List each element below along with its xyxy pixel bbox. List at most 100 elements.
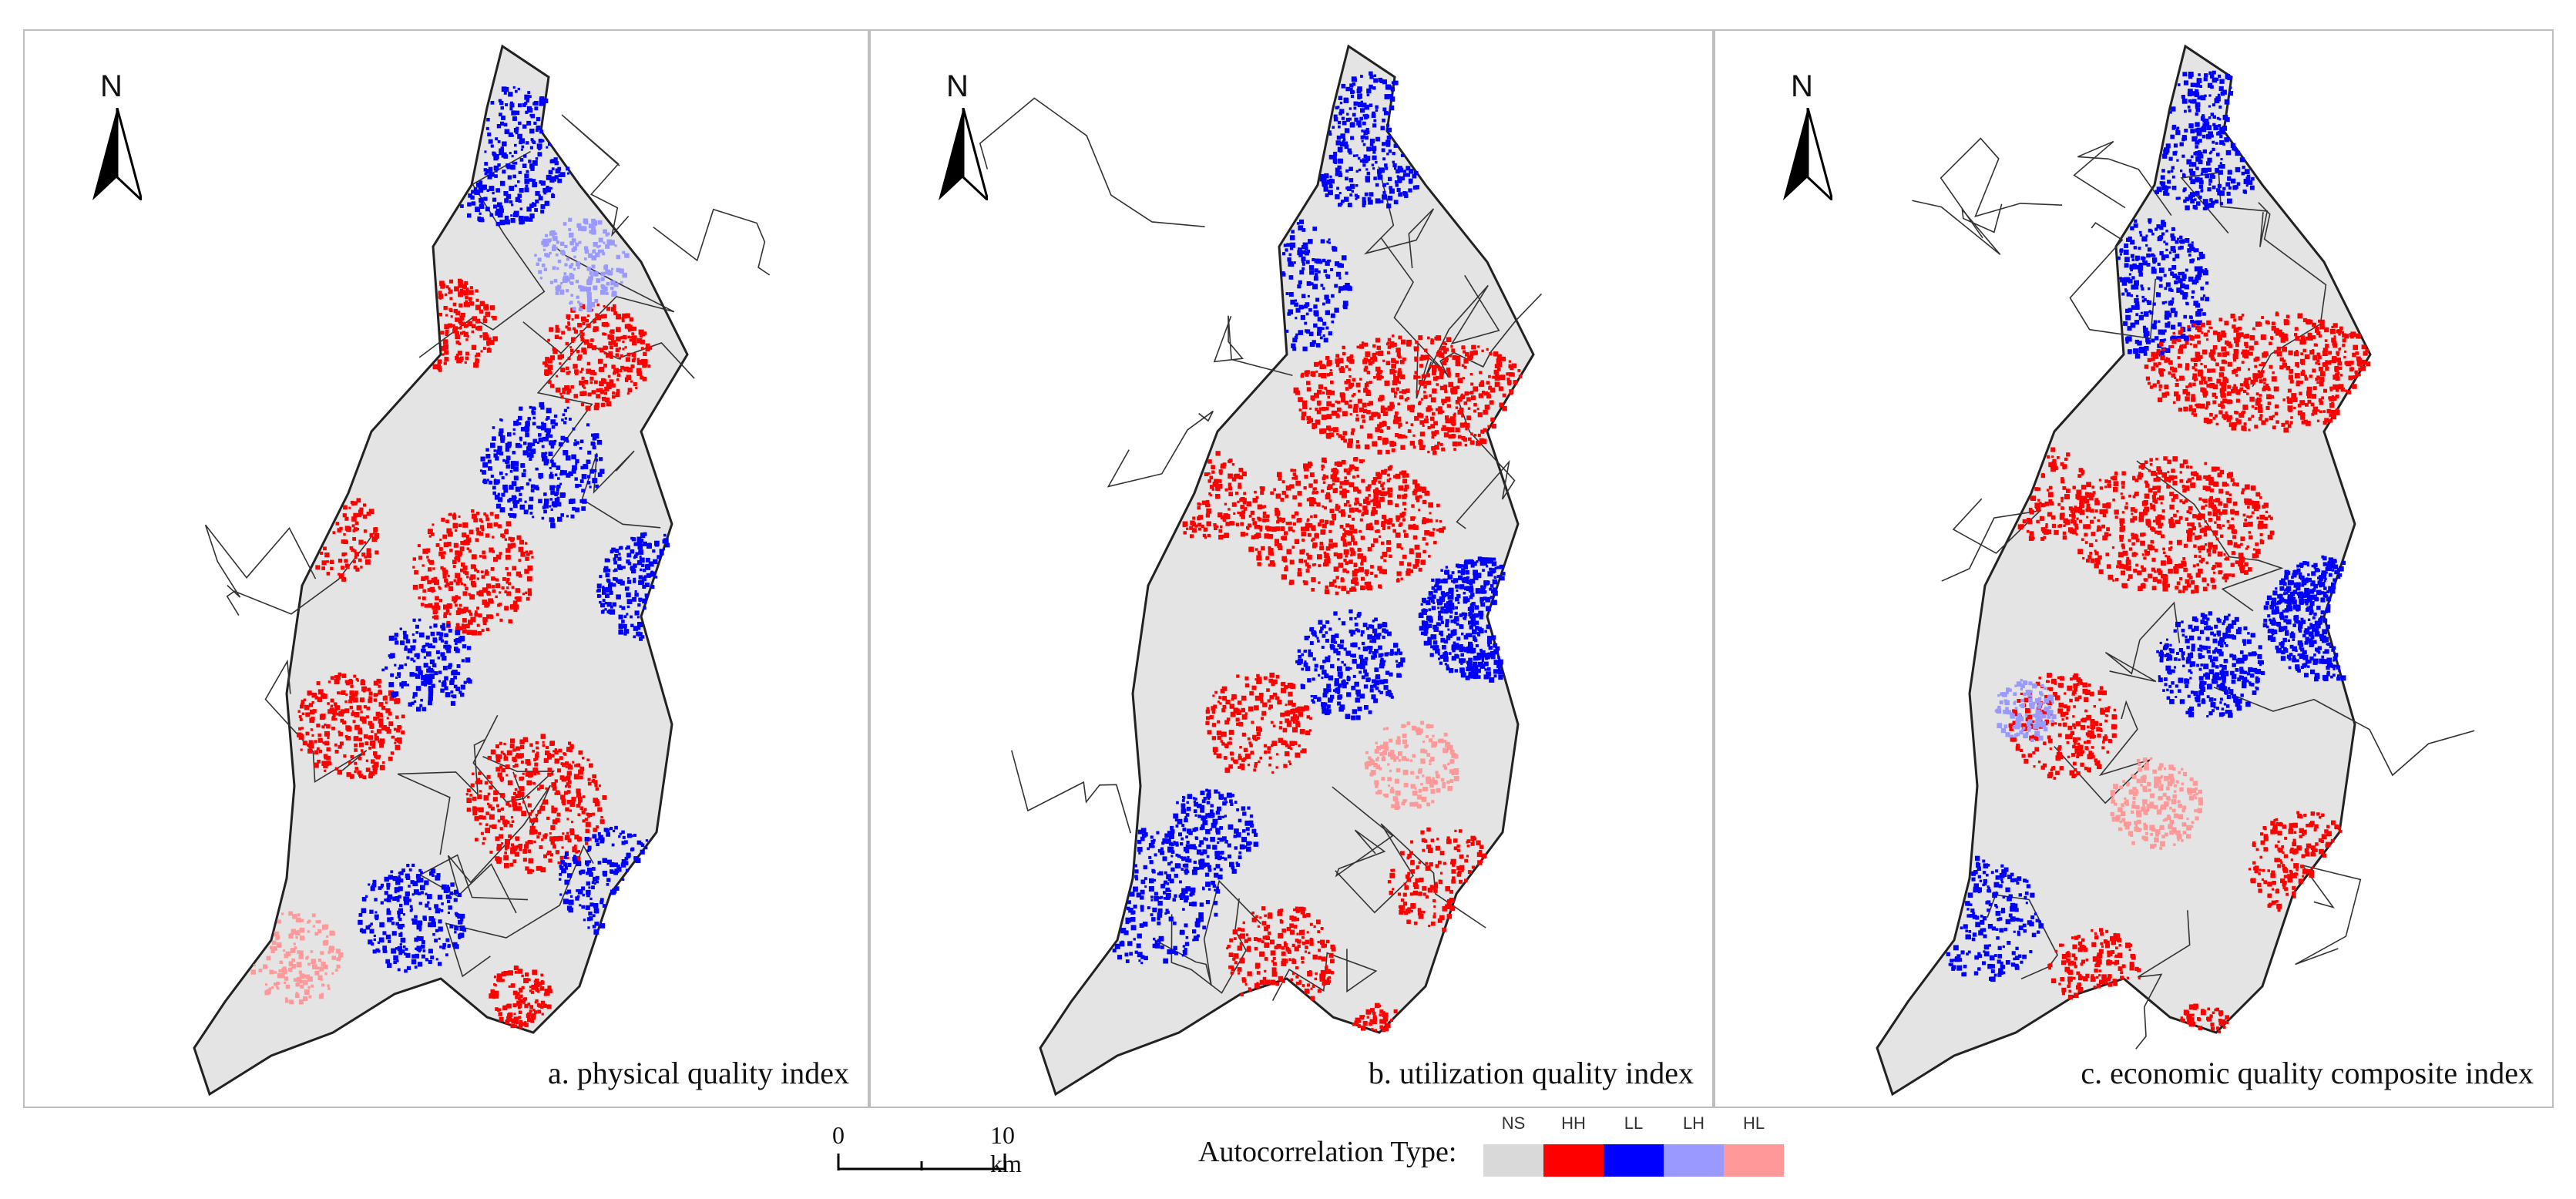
cluster-cell: [1382, 470, 1387, 475]
cluster-cell: [473, 518, 478, 522]
cluster-cell: [638, 329, 644, 335]
cluster-cell: [495, 221, 500, 227]
cluster-cell: [499, 793, 505, 798]
cluster-cell: [495, 170, 498, 173]
cluster-cell: [636, 358, 640, 361]
cluster-cell: [560, 469, 564, 474]
cluster-cell: [1354, 502, 1358, 505]
county-boundary: [653, 208, 771, 276]
cluster-cell: [371, 536, 378, 542]
cluster-cell: [428, 922, 433, 928]
cluster-cell: [505, 455, 511, 460]
cluster-cell: [514, 851, 520, 857]
cluster-cell: [532, 442, 536, 446]
cluster-cell: [494, 154, 499, 160]
cluster-cell: [1400, 445, 1406, 450]
cluster-cell: [1383, 519, 1389, 524]
cluster-cell: [593, 929, 599, 935]
cluster-cell: [538, 1004, 542, 1008]
cluster-cell: [489, 850, 493, 854]
cluster-cell: [1341, 116, 1345, 120]
cluster-cell: [646, 566, 651, 570]
cluster-cell: [510, 1023, 516, 1029]
cluster-cell: [1457, 378, 1463, 384]
cluster-cell: [1402, 529, 1406, 533]
cluster-cell: [410, 657, 414, 661]
cluster-cell: [1392, 359, 1396, 363]
cluster-cell: [1412, 490, 1417, 495]
cluster-cell: [606, 859, 612, 865]
cluster-cell: [382, 931, 387, 935]
cluster-cell: [517, 180, 520, 183]
cluster-cell: [616, 388, 620, 393]
cluster-cell: [409, 672, 415, 677]
cluster-cell: [532, 749, 536, 753]
cluster-cell: [1349, 87, 1353, 91]
cluster-cell: [377, 941, 380, 944]
cluster-cell: [530, 1019, 535, 1023]
cluster-cell: [1400, 577, 1403, 580]
cluster-cell: [1354, 568, 1359, 573]
cluster-cell: [566, 371, 570, 375]
cluster-cell: [1323, 551, 1326, 555]
cluster-cell: [515, 486, 521, 492]
cluster-cell: [1423, 632, 1428, 636]
cluster-cell: [487, 792, 491, 796]
cluster-cell: [1306, 519, 1309, 522]
cluster-cell: [529, 457, 532, 461]
cluster-cell: [298, 734, 304, 740]
cluster-cell: [1432, 528, 1436, 531]
cluster-cell: [566, 790, 571, 794]
cluster-cell: [1297, 250, 1303, 256]
cluster-cell: [1340, 578, 1345, 583]
cluster-cell: [582, 321, 586, 326]
cluster-cell: [475, 538, 479, 542]
cluster-cell: [557, 516, 563, 522]
cluster-cell: [1287, 257, 1291, 262]
cluster-cell: [301, 702, 304, 707]
cluster-cell: [361, 908, 367, 914]
cluster-cell: [460, 331, 464, 335]
cluster-cell: [522, 124, 527, 129]
cluster-cell: [326, 935, 329, 938]
cluster-cell: [1453, 412, 1456, 415]
cluster-cell: [630, 336, 633, 339]
cluster-cell: [303, 698, 307, 701]
cluster-cell: [498, 603, 502, 606]
cluster-cell: [1290, 469, 1294, 472]
cluster-cell: [551, 462, 556, 468]
cluster-cell: [537, 442, 540, 445]
cluster-cell: [435, 929, 439, 932]
cluster-cell: [1398, 485, 1404, 491]
cluster-cell: [1469, 373, 1473, 376]
cluster-cell: [1463, 576, 1469, 582]
cluster-cell: [1352, 113, 1356, 117]
cluster-cell: [566, 391, 570, 395]
cluster-cell: [464, 361, 467, 364]
cluster-cell: [1336, 433, 1339, 436]
cluster-cell: [440, 566, 444, 570]
cluster-cell: [581, 316, 586, 322]
cluster-cell: [1487, 643, 1490, 647]
cluster-cell: [644, 846, 648, 850]
cluster-cell: [384, 891, 388, 895]
cluster-cell: [576, 295, 579, 299]
cluster-cell: [626, 592, 631, 598]
cluster-cell: [559, 756, 563, 761]
cluster-cell: [432, 932, 435, 936]
cluster-cell: [405, 948, 408, 951]
cluster-cell: [1455, 606, 1458, 610]
cluster-cell: [302, 741, 307, 746]
cluster-cell: [647, 543, 652, 549]
cluster-cell: [1341, 459, 1346, 465]
cluster-cell: [627, 367, 633, 373]
cluster-cell: [496, 124, 502, 129]
cluster-cell: [622, 835, 626, 839]
cluster-cell: [505, 580, 509, 584]
cluster-cell: [1274, 543, 1278, 546]
cluster-cell: [562, 390, 566, 395]
cluster-cell: [1444, 389, 1448, 394]
cluster-cell: [1388, 488, 1391, 491]
cluster-cell: [345, 693, 348, 696]
cluster-cell: [568, 471, 573, 476]
